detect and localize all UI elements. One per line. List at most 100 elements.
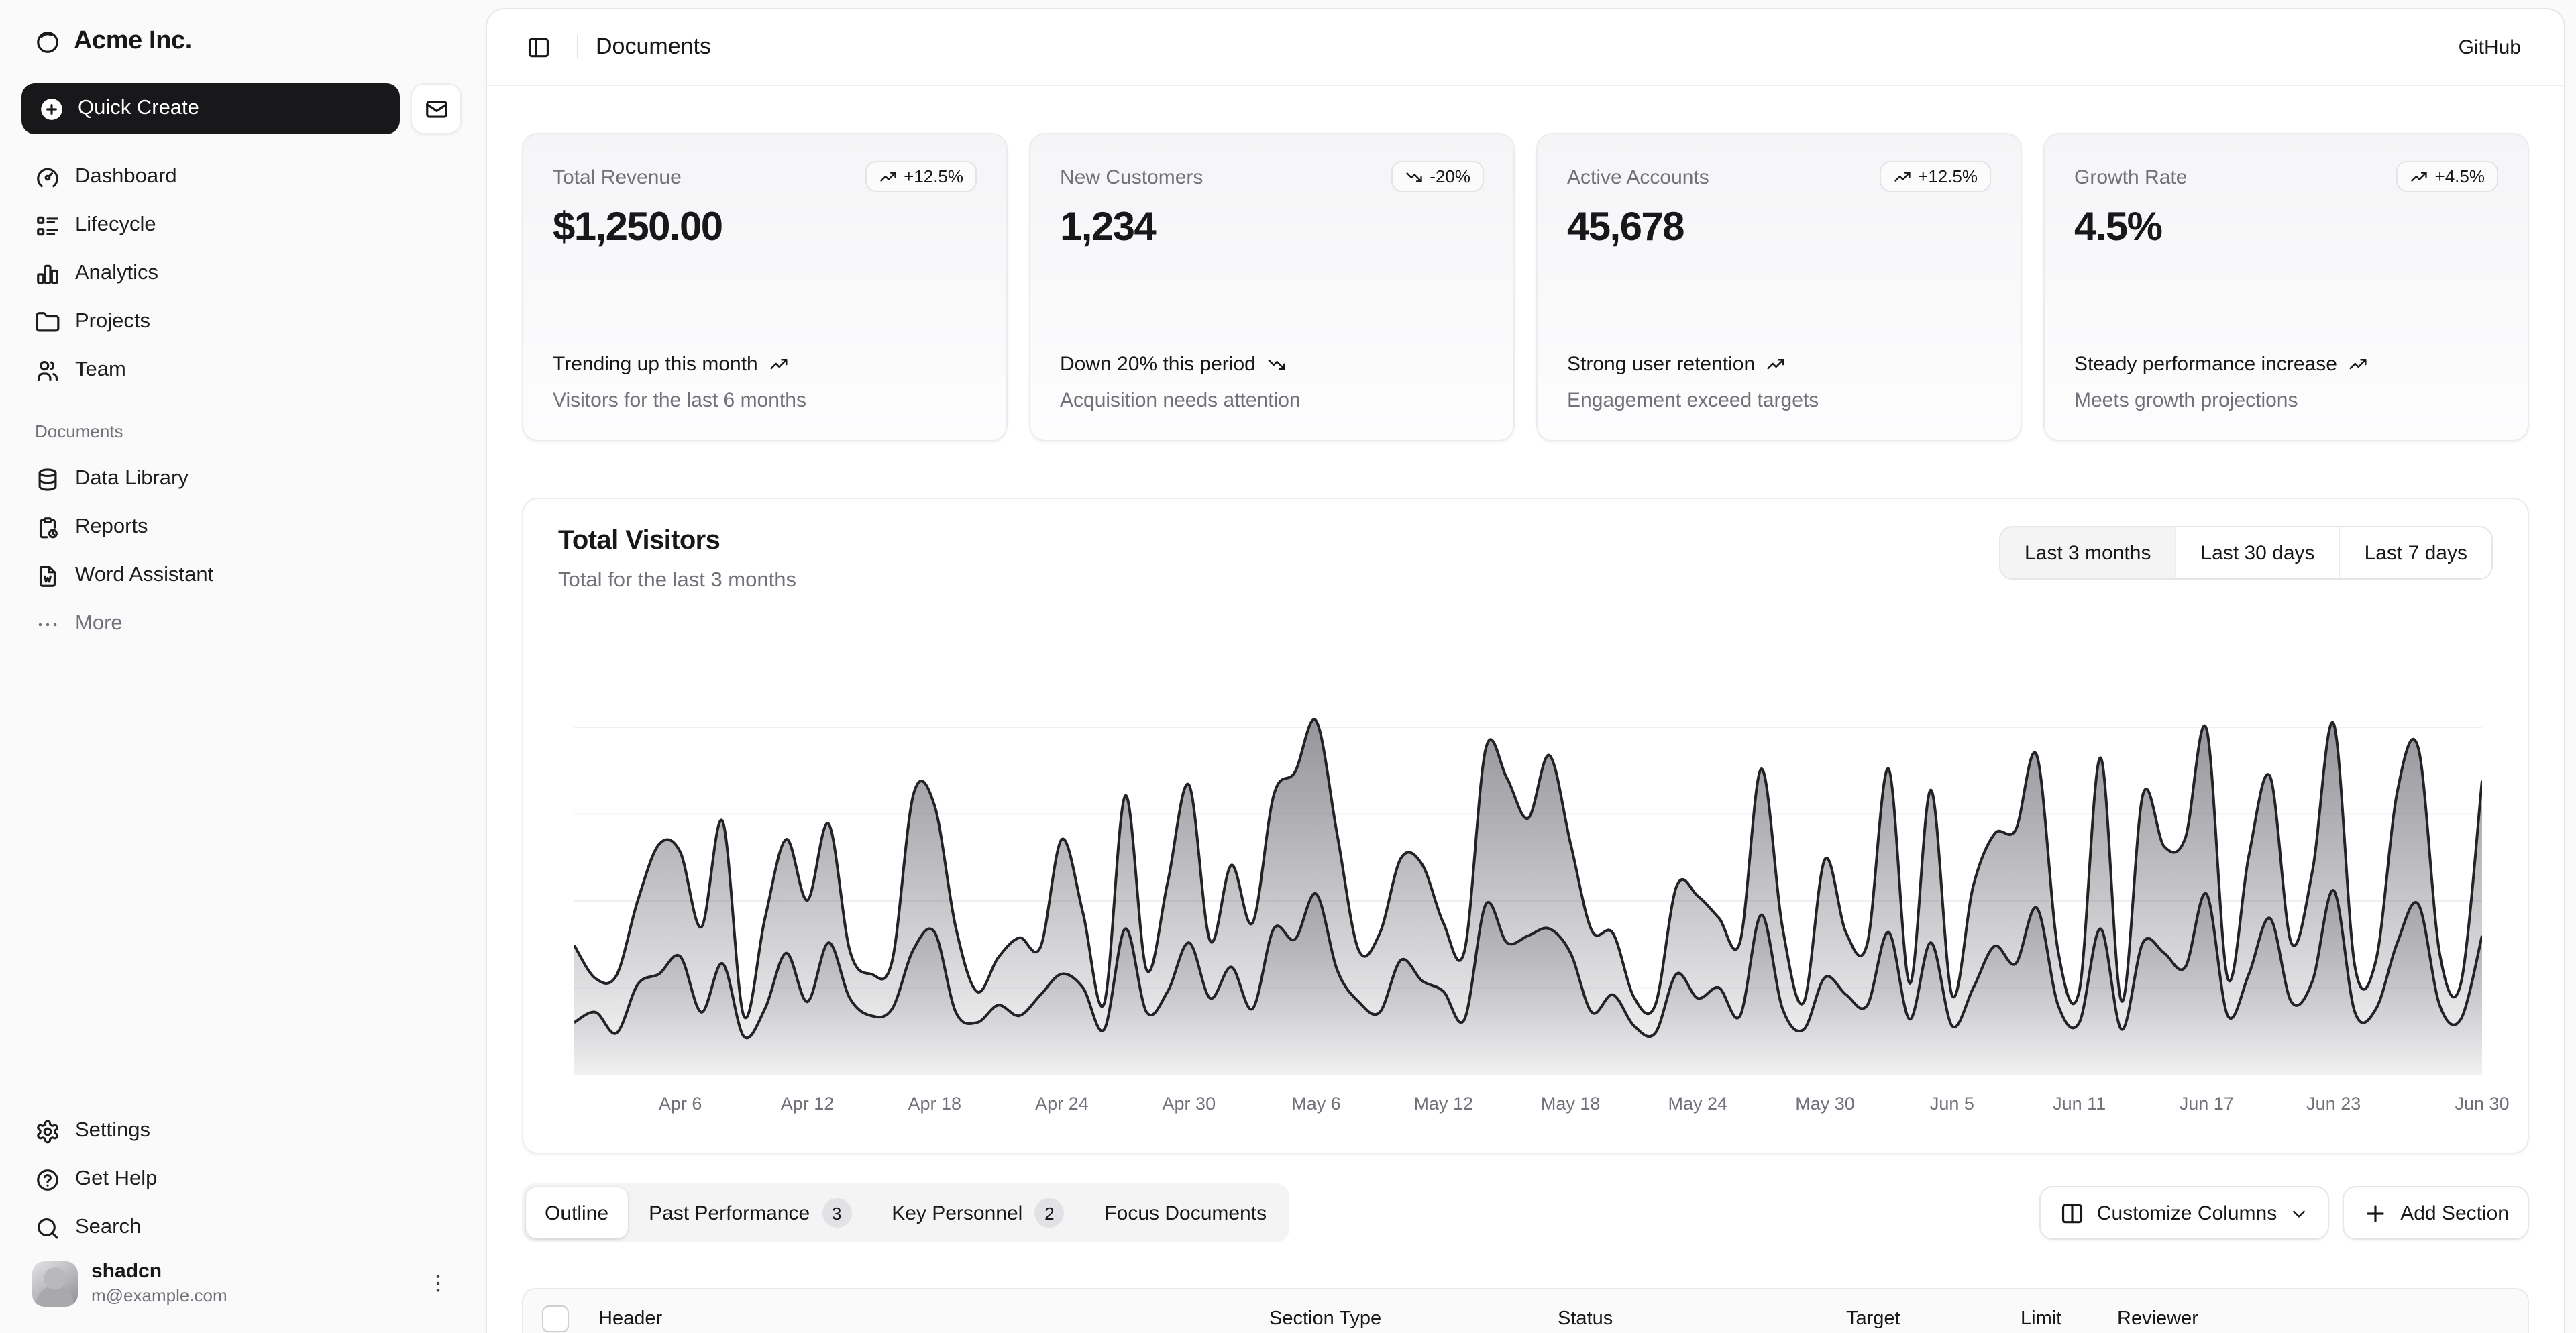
- settings-icon: [35, 1118, 60, 1144]
- range-last-30-days[interactable]: Last 30 days: [2175, 527, 2339, 578]
- x-tick-label: Apr 12: [780, 1094, 835, 1114]
- trending-up-icon: [2410, 167, 2428, 186]
- tab-count-badge: 2: [1034, 1198, 1065, 1228]
- x-tick-label: May 6: [1291, 1094, 1341, 1114]
- sidebar-item-search[interactable]: Search: [21, 1204, 462, 1252]
- search-icon: [35, 1215, 60, 1240]
- add-section-label: Add Section: [2400, 1202, 2509, 1225]
- sidebar-item-label: More: [75, 612, 123, 635]
- sidebar-toggle-button[interactable]: [517, 25, 559, 68]
- stat-card-label: Active Accounts: [1567, 166, 1709, 189]
- sidebar-item-more[interactable]: More: [21, 600, 462, 648]
- sidebar-item-word-assistant[interactable]: Word Assistant: [21, 551, 462, 600]
- sidebar-item-projects[interactable]: Projects: [21, 298, 462, 346]
- select-all-checkbox[interactable]: [542, 1305, 569, 1333]
- tab-list: Outline Past Performance 3 Key Personnel 2 Fo…: [522, 1183, 1290, 1243]
- dots-icon: [35, 611, 60, 637]
- visitors-area-chart[interactable]: [574, 699, 2482, 1075]
- sidebar-item-label: Reports: [75, 515, 148, 538]
- dots-vertical-icon: [425, 1271, 451, 1296]
- sidebar-item-label: Search: [75, 1216, 142, 1238]
- tab-key-personnel[interactable]: Key Personnel 2: [873, 1187, 1083, 1238]
- stat-card-active-accounts: Active Accounts +12.5% 45,678 Strong user r…: [1536, 133, 2022, 441]
- chevron-down-icon: [2289, 1203, 2309, 1223]
- sidebar-item-reports[interactable]: Reports: [21, 503, 462, 551]
- sidebar-item-label: Data Library: [75, 467, 189, 490]
- sidebar-item-lifecycle[interactable]: Lifecycle: [21, 201, 462, 250]
- tab-focus-documents[interactable]: Focus Documents: [1085, 1187, 1285, 1238]
- stat-card-growth-rate: Growth Rate +4.5% 4.5% Steady performance i…: [2043, 133, 2529, 441]
- x-tick-label: May 18: [1540, 1094, 1601, 1114]
- page-body: Total Revenue +12.5% $1,250.00 Trending up …: [487, 86, 2564, 1333]
- tab-outline[interactable]: Outline: [526, 1187, 628, 1239]
- sidebar-item-team[interactable]: Team: [21, 346, 462, 394]
- help-icon: [35, 1167, 60, 1192]
- tab-past-performance[interactable]: Past Performance 3: [630, 1187, 870, 1238]
- chart-title: Total Visitors: [558, 526, 720, 555]
- chart-x-axis: Apr 6 Apr 12 Apr 18 Apr 24 Apr 30 May 6 May 12…: [574, 1085, 2510, 1120]
- sidebar: Acme Inc. Quick Create Dashboard Lifecycl…: [0, 0, 483, 1333]
- user-name: shadcn: [91, 1260, 162, 1283]
- user-menu[interactable]: shadcn m@example.com: [21, 1252, 462, 1315]
- column-header-status: Status: [1558, 1308, 1613, 1330]
- avatar: [32, 1261, 78, 1306]
- customize-columns-button[interactable]: Customize Columns: [2039, 1186, 2330, 1240]
- app-header: Documents GitHub: [487, 9, 2564, 86]
- page-title: Documents: [596, 34, 711, 59]
- stat-card-description: Engagement exceed targets: [1567, 388, 1819, 411]
- chart-subtitle: Total for the last 3 months: [558, 569, 796, 592]
- list-details-icon: [35, 213, 60, 238]
- sidebar-section-documents: Documents: [35, 421, 123, 441]
- x-tick-label: Jun 30: [2455, 1094, 2510, 1114]
- sidebar-item-label: Get Help: [75, 1167, 158, 1190]
- x-tick-label: May 24: [1668, 1094, 1728, 1114]
- stat-card-description: Acquisition needs attention: [1060, 388, 1301, 411]
- inbox-button[interactable]: [411, 83, 462, 134]
- trending-up-icon: [878, 167, 897, 186]
- column-header-reviewer: Reviewer: [2117, 1308, 2198, 1330]
- x-tick-label: Apr 6: [658, 1094, 702, 1114]
- x-tick-label: May 30: [1795, 1094, 1855, 1114]
- stat-card-footer: Steady performance increase: [2074, 352, 2498, 378]
- chart-bar-icon: [35, 261, 60, 286]
- trend-badge: +12.5%: [1879, 161, 1991, 192]
- org-switcher[interactable]: Acme Inc.: [21, 19, 462, 64]
- main-area: Documents GitHub Total Revenue +12.5% $1,2…: [483, 0, 2576, 1333]
- content-card: Documents GitHub Total Revenue +12.5% $1,2…: [486, 8, 2565, 1333]
- stat-card-description: Visitors for the last 6 months: [553, 388, 806, 411]
- plus-icon: [2363, 1200, 2388, 1226]
- sidebar-item-data-library[interactable]: Data Library: [21, 455, 462, 503]
- x-tick-label: Apr 18: [908, 1094, 961, 1114]
- add-section-button[interactable]: Add Section: [2343, 1186, 2529, 1240]
- x-tick-label: Jun 17: [2179, 1094, 2234, 1114]
- x-tick-label: Jun 23: [2306, 1094, 2361, 1114]
- circle-plus-icon: [39, 96, 64, 121]
- trend-badge: +4.5%: [2396, 161, 2498, 192]
- range-last-3-months[interactable]: Last 3 months: [2000, 527, 2176, 578]
- column-header-section-type: Section Type: [1269, 1308, 1382, 1330]
- database-icon: [35, 466, 60, 492]
- stat-card-label: Total Revenue: [553, 166, 682, 189]
- stat-card-total-revenue: Total Revenue +12.5% $1,250.00 Trending up …: [522, 133, 1008, 441]
- range-toggle-group: Last 3 months Last 30 days Last 7 days: [1999, 526, 2493, 580]
- sidebar-item-settings[interactable]: Settings: [21, 1107, 462, 1155]
- github-link[interactable]: GitHub: [2458, 36, 2521, 58]
- sections-table: Header Section Type Status Target Limit Revie…: [522, 1288, 2529, 1333]
- sidebar-item-dashboard[interactable]: Dashboard: [21, 153, 462, 201]
- trend-badge: +12.5%: [865, 161, 977, 192]
- users-icon: [35, 358, 60, 383]
- sidebar-item-label: Analytics: [75, 262, 159, 284]
- mail-icon: [423, 96, 449, 121]
- column-header-header: Header: [598, 1308, 663, 1330]
- sidebar-item-get-help[interactable]: Get Help: [21, 1155, 462, 1204]
- stat-cards-grid: Total Revenue +12.5% $1,250.00 Trending up …: [522, 133, 2529, 441]
- stat-card-value: 1,234: [1060, 205, 1157, 250]
- quick-create-button[interactable]: Quick Create: [21, 83, 400, 134]
- sidebar-item-label: Word Assistant: [75, 564, 214, 586]
- sidebar-item-label: Dashboard: [75, 165, 177, 188]
- range-last-7-days[interactable]: Last 7 days: [2339, 527, 2491, 578]
- sidebar-item-analytics[interactable]: Analytics: [21, 250, 462, 298]
- file-word-icon: [35, 563, 60, 588]
- stat-card-footer: Down 20% this period: [1060, 352, 1484, 378]
